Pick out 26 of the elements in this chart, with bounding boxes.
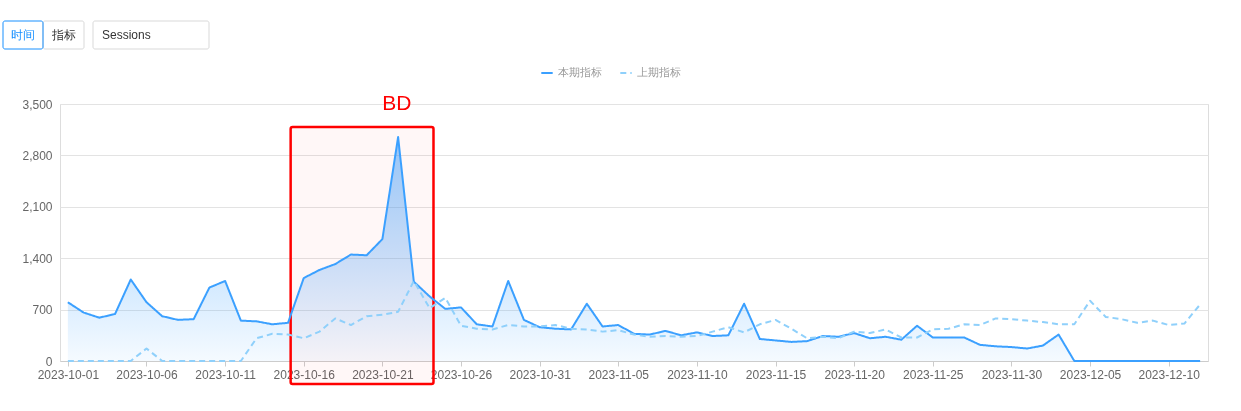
x-tick-label: 2023-10-21 (352, 367, 414, 382)
y-tick-label: 700 (32, 303, 53, 318)
legend-label: 上期指标 (637, 66, 681, 78)
x-tick-label: 2023-10-11 (195, 367, 257, 382)
x-tick-label: 2023-11-20 (824, 367, 886, 382)
x-tick-label: 2023-12-05 (1059, 367, 1122, 382)
x-tick-label: 2023-10-31 (509, 367, 572, 382)
x-tick-label: 2023-11-25 (903, 367, 964, 382)
x-tick-label: 2023-10-01 (37, 367, 100, 382)
text: 时间 (11, 28, 35, 42)
y-tick-label: 2,800 (22, 148, 53, 163)
x-tick-label: 2023-11-15 (745, 367, 807, 382)
x-tick-label: 2023-11-30 (981, 367, 1043, 382)
legend-label: 本期指标 (558, 66, 602, 78)
x-tick-label: 2023-10-06 (116, 367, 179, 382)
y-tick-label: 0 (45, 354, 53, 369)
x-tick-label: 2023-12-10 (1138, 367, 1201, 382)
text: Sessions (102, 28, 151, 42)
y-tick-label: 1,400 (22, 251, 53, 266)
x-tick-label: 2023-11-10 (667, 367, 728, 382)
y-tick-label: 2,100 (22, 200, 53, 215)
band-label: BD (382, 91, 412, 114)
x-tick-label: 2023-11-05 (588, 367, 650, 382)
text: 指标 (50, 28, 76, 42)
line-series (66, 279, 1202, 362)
y-tick-label: 3,500 (22, 97, 53, 112)
